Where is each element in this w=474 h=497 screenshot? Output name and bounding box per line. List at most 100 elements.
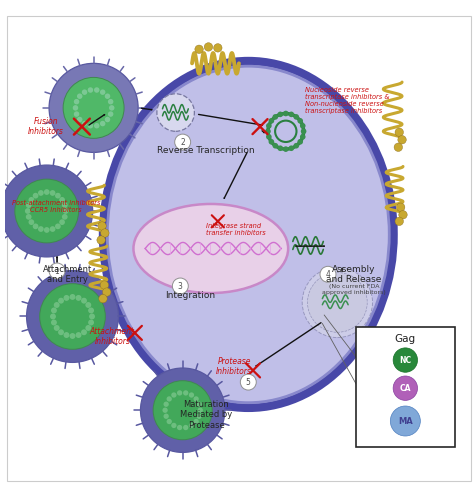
Circle shape bbox=[204, 43, 213, 51]
Circle shape bbox=[33, 193, 38, 198]
Circle shape bbox=[59, 219, 65, 225]
Circle shape bbox=[300, 134, 306, 140]
Circle shape bbox=[70, 294, 75, 300]
Circle shape bbox=[189, 392, 194, 398]
Circle shape bbox=[393, 376, 418, 401]
Circle shape bbox=[64, 332, 69, 338]
Circle shape bbox=[63, 208, 69, 214]
Circle shape bbox=[38, 226, 44, 232]
Text: Fusion
Inhibitors: Fusion Inhibitors bbox=[28, 117, 64, 136]
Circle shape bbox=[26, 214, 32, 220]
Circle shape bbox=[153, 381, 212, 440]
Circle shape bbox=[393, 348, 418, 372]
Circle shape bbox=[81, 298, 87, 304]
Circle shape bbox=[283, 146, 289, 152]
Circle shape bbox=[396, 203, 405, 211]
Circle shape bbox=[195, 45, 203, 54]
Circle shape bbox=[301, 129, 306, 134]
Circle shape bbox=[390, 406, 420, 436]
Circle shape bbox=[105, 93, 110, 99]
Circle shape bbox=[70, 333, 75, 339]
Circle shape bbox=[297, 139, 303, 145]
Circle shape bbox=[97, 236, 105, 245]
Circle shape bbox=[62, 214, 68, 220]
Circle shape bbox=[28, 197, 34, 203]
Text: MA: MA bbox=[398, 416, 413, 425]
Circle shape bbox=[399, 211, 407, 219]
Circle shape bbox=[82, 89, 87, 95]
Text: Reverse Transcription: Reverse Transcription bbox=[157, 146, 255, 155]
Circle shape bbox=[164, 414, 169, 419]
Circle shape bbox=[289, 111, 294, 117]
Circle shape bbox=[100, 281, 109, 289]
Circle shape bbox=[102, 288, 111, 296]
Circle shape bbox=[54, 302, 60, 308]
Circle shape bbox=[163, 408, 168, 413]
Circle shape bbox=[74, 111, 79, 117]
Circle shape bbox=[189, 423, 194, 428]
Text: CA: CA bbox=[400, 384, 411, 393]
Circle shape bbox=[49, 263, 65, 279]
Text: Post-attachment inhibitors
CCR5 Inhibitors: Post-attachment inhibitors CCR5 Inhibito… bbox=[12, 200, 100, 213]
Circle shape bbox=[140, 368, 225, 452]
Circle shape bbox=[193, 419, 199, 424]
Circle shape bbox=[88, 123, 93, 128]
Circle shape bbox=[89, 314, 95, 320]
Circle shape bbox=[62, 202, 68, 208]
Circle shape bbox=[88, 308, 94, 314]
Circle shape bbox=[26, 202, 32, 208]
Circle shape bbox=[398, 136, 406, 144]
Circle shape bbox=[98, 222, 106, 230]
Circle shape bbox=[77, 117, 82, 122]
Circle shape bbox=[293, 143, 299, 149]
Circle shape bbox=[193, 396, 199, 402]
Circle shape bbox=[1, 165, 92, 257]
Circle shape bbox=[283, 111, 289, 116]
Circle shape bbox=[75, 295, 82, 301]
Circle shape bbox=[58, 330, 64, 335]
Circle shape bbox=[33, 224, 38, 229]
Text: Integration: Integration bbox=[164, 291, 215, 300]
Circle shape bbox=[54, 325, 60, 331]
Circle shape bbox=[166, 419, 172, 424]
Circle shape bbox=[183, 425, 188, 430]
Circle shape bbox=[395, 217, 403, 226]
Circle shape bbox=[15, 179, 79, 243]
Circle shape bbox=[51, 320, 57, 326]
Text: 2: 2 bbox=[180, 138, 185, 147]
Text: 1: 1 bbox=[55, 266, 59, 275]
FancyBboxPatch shape bbox=[356, 327, 455, 447]
Text: NC: NC bbox=[399, 355, 411, 365]
Circle shape bbox=[85, 302, 91, 308]
Circle shape bbox=[297, 118, 303, 124]
Circle shape bbox=[55, 224, 61, 229]
Circle shape bbox=[293, 114, 299, 120]
Circle shape bbox=[74, 99, 79, 104]
Text: Maturation
Mediated by
Protease: Maturation Mediated by Protease bbox=[180, 400, 232, 430]
Circle shape bbox=[40, 284, 105, 349]
Circle shape bbox=[25, 208, 31, 214]
Circle shape bbox=[173, 278, 188, 294]
Circle shape bbox=[273, 114, 278, 120]
Circle shape bbox=[302, 267, 373, 337]
Circle shape bbox=[50, 314, 56, 320]
Circle shape bbox=[58, 298, 64, 304]
Circle shape bbox=[166, 396, 172, 402]
Circle shape bbox=[183, 390, 188, 396]
Circle shape bbox=[38, 190, 44, 196]
Circle shape bbox=[94, 87, 100, 93]
Circle shape bbox=[277, 146, 283, 151]
Circle shape bbox=[64, 295, 69, 301]
Circle shape bbox=[27, 270, 118, 362]
Circle shape bbox=[94, 123, 100, 128]
Circle shape bbox=[100, 89, 105, 95]
Ellipse shape bbox=[103, 61, 393, 408]
Circle shape bbox=[265, 129, 271, 134]
Circle shape bbox=[197, 414, 202, 419]
Circle shape bbox=[77, 93, 82, 99]
Circle shape bbox=[269, 118, 274, 124]
Text: Nucleoside reverse
transcriptase inhibitors &
Non-nucleoside reverse
transcripta: Nucleoside reverse transcriptase inhibit… bbox=[305, 87, 389, 114]
Circle shape bbox=[108, 111, 113, 117]
Circle shape bbox=[50, 190, 55, 196]
Circle shape bbox=[164, 402, 169, 407]
